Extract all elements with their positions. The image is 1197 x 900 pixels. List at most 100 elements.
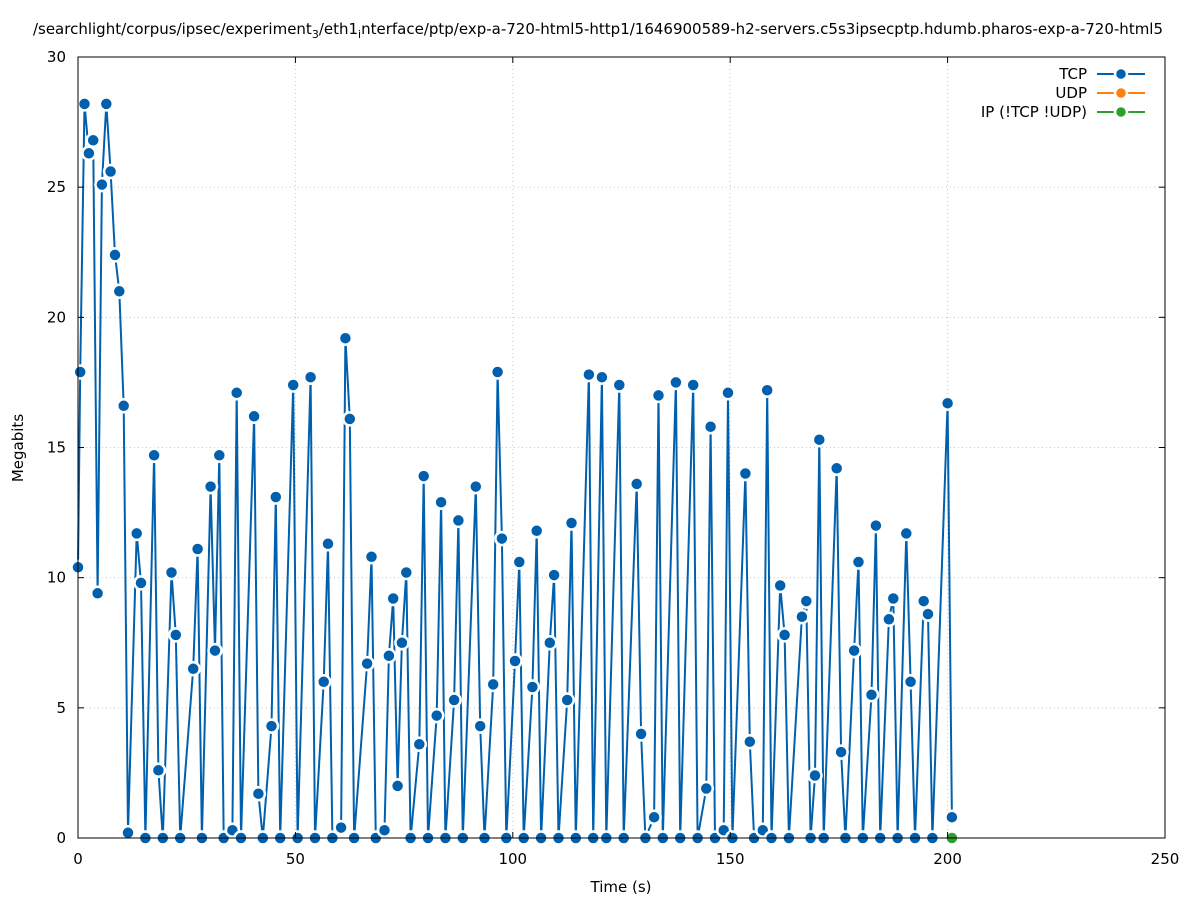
data-point-tcp [563, 515, 580, 531]
data-point-tcp [189, 541, 206, 557]
data-point-tcp [250, 785, 267, 802]
data-point-tcp [411, 736, 428, 753]
data-point-tcp [828, 460, 845, 477]
data-point-tcp [939, 395, 956, 411]
data-point-tcp [759, 382, 775, 398]
axis-ticks: 0 50 100 150 200 250 0 5 10 15 20 25 30 [47, 48, 1179, 868]
data-point-tcp [611, 377, 628, 393]
y-axis-label: Megabits [9, 414, 27, 482]
data-point-tcp [885, 590, 902, 607]
y-tick-label: 10 [47, 569, 66, 587]
chart-title: /searchlight/corpus/ipsec/experiment3/et… [33, 20, 1163, 41]
data-point-tcp [376, 822, 393, 838]
x-tick-label: 50 [286, 850, 305, 868]
data-point-tcp [915, 593, 932, 609]
data-point-tcp [546, 567, 562, 583]
legend-item-udp: UDP [1055, 84, 1145, 102]
y-tick-label: 30 [47, 48, 66, 66]
data-point-tcp [468, 478, 484, 495]
data-point-tcp [772, 577, 788, 594]
data-point-tcp [494, 530, 510, 547]
data-point-tcp [342, 411, 358, 427]
data-point-tcp [81, 145, 97, 162]
data-point-tcp [415, 468, 432, 484]
x-tick-label: 0 [73, 850, 83, 868]
y-tick-label: 0 [56, 829, 66, 847]
data-point-tcp [737, 465, 754, 482]
data-point-tcp [133, 575, 149, 591]
plot-frame [77, 56, 1166, 839]
data-point-tcp [507, 653, 523, 669]
data-point-tcp [702, 418, 719, 435]
legend-item-ip-tcp-udp: IP (!TCP !UDP) [981, 103, 1145, 121]
data-point-tcp [646, 809, 662, 825]
data-point-tcp [150, 762, 167, 779]
data-point-tcp [72, 364, 88, 380]
data-point-tcp [363, 549, 380, 565]
data-point-tcp [794, 608, 810, 625]
data-point-tcp [202, 478, 219, 495]
data-point-tcp [285, 377, 301, 393]
data-point-tcp [146, 447, 162, 464]
data-point-tcp [863, 687, 880, 703]
y-tick-label: 25 [47, 178, 66, 196]
legend-label: TCP [1058, 65, 1087, 83]
data-point-tcp [650, 387, 667, 404]
data-point-tcp [168, 627, 184, 643]
legend-marker [1113, 104, 1129, 120]
data-point-tcp [111, 283, 128, 300]
data-point-tcp [359, 655, 375, 672]
data-point-tcp [685, 377, 701, 393]
data-point-tcp [489, 364, 506, 380]
x-tick-label: 250 [1151, 850, 1180, 868]
data-point-tcp [920, 606, 936, 622]
data-point-tcp [120, 825, 136, 841]
data-point-tcp [850, 554, 867, 570]
data-point-tcp [450, 512, 467, 529]
y-tick-label: 5 [56, 699, 66, 717]
data-point-tcp [381, 648, 397, 664]
legend-marker [1113, 66, 1129, 82]
data-point-tcp [389, 778, 406, 794]
data-point-tcp [398, 564, 415, 581]
data-point-tcp [742, 733, 758, 750]
data-point-tcp [528, 523, 545, 539]
data-point-tcp [94, 176, 110, 193]
data-point-tcp [811, 431, 828, 448]
data-point-tcp [542, 635, 558, 651]
data-point-tcp [720, 385, 736, 401]
data-point-tcp [833, 744, 849, 760]
data-point-tcp [246, 408, 262, 425]
data-point-tcp [428, 707, 445, 724]
legend-marker [1113, 85, 1129, 101]
data-point-tcp [385, 590, 401, 607]
data-point-tcp [207, 642, 223, 659]
data-point-tcp [333, 819, 349, 836]
data-point-tcp [485, 676, 501, 693]
x-axis-label: Time (s) [590, 878, 652, 896]
data-point-tcp [302, 369, 319, 385]
data-point-tcp [446, 692, 462, 708]
data-point-tcp [776, 627, 793, 643]
x-tick-label: 150 [716, 850, 745, 868]
series-tcp [70, 96, 960, 846]
data-point-tcp [628, 476, 645, 492]
series-line-tcp [77, 102, 953, 839]
y-tick-label: 20 [47, 308, 66, 326]
data-point-tcp [698, 780, 715, 797]
data-point-tcp [581, 366, 597, 383]
data-point-tcp [868, 517, 884, 534]
data-point-tcp [594, 369, 610, 385]
data-point-tcp [898, 525, 915, 542]
data-point-tcp [633, 726, 649, 742]
y-tick-label: 15 [47, 439, 66, 457]
data-point-tcp [89, 585, 106, 602]
data-point-tcp [798, 593, 815, 609]
data-point-tcp [902, 674, 919, 690]
legend-label: UDP [1055, 84, 1087, 102]
data-point-tcp [107, 247, 123, 263]
data-point-tcp [881, 611, 897, 628]
data-point-tcp [337, 330, 354, 346]
